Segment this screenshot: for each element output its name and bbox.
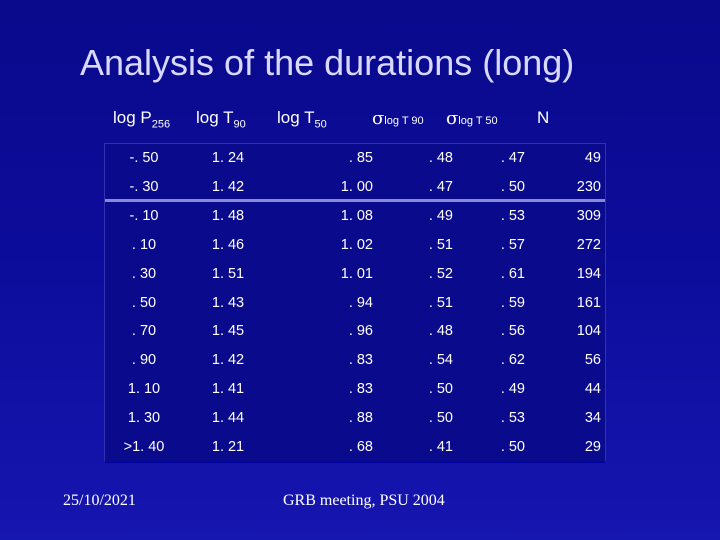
- table-cell: 44: [584, 381, 601, 398]
- table-row: -. 10 1. 48 1. 08 . 49 . 53 309: [105, 198, 605, 232]
- table-cell: 1. 42: [211, 178, 245, 195]
- header-log-t90-label: log T: [196, 108, 234, 127]
- table-cell: . 68: [348, 439, 373, 455]
- table-cell: . 51: [428, 236, 453, 253]
- sigma-symbol: σ: [372, 108, 385, 129]
- footer-date: 25/10/2021: [63, 492, 136, 509]
- table-cell: . 49: [500, 381, 525, 398]
- table-cell: . 41: [428, 439, 453, 455]
- table-cell: . 94: [348, 294, 373, 311]
- table-row: . 10 1. 46 1. 02 . 51 . 57 272: [105, 230, 605, 261]
- table-row: >1. 40 1. 21 . 68 . 41 . 50 29: [105, 433, 605, 463]
- table-cell: 1. 44: [211, 410, 245, 427]
- table-cell: 1. 02: [340, 236, 373, 253]
- table-cell: . 49: [428, 207, 453, 224]
- table-cell: 29: [584, 439, 601, 455]
- table-cell: . 50: [131, 294, 157, 311]
- table-cell: . 50: [500, 439, 525, 455]
- table-cell: 1. 01: [340, 265, 373, 282]
- table-cell: 1. 30: [127, 410, 161, 427]
- table-row: . 30 1. 51 1. 01 . 52 . 61 194: [105, 259, 605, 290]
- table-cell: 1. 51: [211, 265, 245, 282]
- table-cell: . 56: [500, 323, 525, 340]
- header-log-t50: log T50: [277, 108, 327, 130]
- table-cell: 1. 08: [340, 207, 373, 224]
- header-log-p256-sub: 256: [151, 118, 171, 131]
- table-cell: . 50: [428, 381, 453, 398]
- table-cell: 1. 48: [211, 207, 245, 224]
- table-cell: . 10: [131, 236, 157, 253]
- table-cell: 34: [584, 410, 601, 427]
- header-log-t50-sub: 50: [314, 118, 327, 131]
- table-cell: 1. 24: [211, 150, 245, 166]
- table-cell: -. 30: [129, 178, 159, 195]
- table-cell: . 48: [428, 150, 453, 166]
- header-log-p256: log P256: [113, 108, 170, 130]
- table-cell: . 90: [131, 352, 157, 369]
- table-cell: 104: [576, 323, 601, 340]
- table-cell: -. 50: [129, 150, 159, 166]
- table-cell: 194: [576, 265, 601, 282]
- table-cell: 230: [576, 178, 601, 195]
- table-cell: 1. 41: [211, 381, 245, 398]
- table-row: -. 30 1. 42 1. 00 . 47 . 50 230: [105, 172, 605, 203]
- table-cell: 1. 42: [211, 352, 245, 369]
- header-sigma-log-t50-sub: log T 50: [458, 115, 498, 127]
- table-cell: . 96: [348, 323, 373, 340]
- table-row: . 50 1. 43 . 94 . 51 . 59 161: [105, 288, 605, 319]
- table-cell: 161: [576, 294, 601, 311]
- table-cell: . 54: [428, 352, 453, 369]
- table-row: 1. 10 1. 41 . 83 . 50 . 49 44: [105, 375, 605, 406]
- table-cell: . 50: [428, 410, 453, 427]
- table-cell: . 30: [131, 265, 157, 282]
- table-cell: . 83: [348, 352, 373, 369]
- header-log-t90-sub: 90: [233, 118, 246, 131]
- footer-event: GRB meeting, PSU 2004: [283, 492, 445, 509]
- table-cell: . 50: [500, 178, 525, 195]
- table-cell: . 51: [428, 294, 453, 311]
- table-cell: . 53: [500, 207, 525, 224]
- sigma-symbol: σ: [446, 108, 459, 129]
- table-cell: . 47: [428, 178, 453, 195]
- header-log-t50-label: log T: [277, 108, 315, 127]
- table-cell: . 70: [131, 323, 157, 340]
- header-sigma-log-t90-sub: log T 90: [384, 115, 424, 127]
- table-cell: . 88: [348, 410, 373, 427]
- header-sigma-log-t90: σlog T 90: [372, 108, 424, 129]
- table-cell: . 62: [500, 352, 525, 369]
- table-cell: . 85: [348, 150, 373, 166]
- header-sigma-log-t50: σlog T 50: [446, 108, 498, 129]
- table-cell: 49: [584, 150, 601, 166]
- table-cell: >1. 40: [123, 439, 165, 455]
- table-cell: . 83: [348, 381, 373, 398]
- slide-title: Analysis of the durations (long): [80, 42, 575, 83]
- table-cell: . 61: [500, 265, 525, 282]
- table-cell: 56: [584, 352, 601, 369]
- table-cell: . 48: [428, 323, 453, 340]
- table-cell: 1. 43: [211, 294, 245, 311]
- table-cell: . 52: [428, 265, 453, 282]
- header-log-p256-label: log P: [113, 108, 152, 127]
- data-table: -. 50 1. 24 . 85 . 48 . 47 49 -. 30 1. 42 1. 00.…: [104, 143, 606, 463]
- table-row: 1. 30 1. 44 . 88 . 50 . 53 34: [105, 404, 605, 435]
- table-cell: . 53: [500, 410, 525, 427]
- table-cell: 1. 45: [211, 323, 245, 340]
- table-cell: 1. 46: [211, 236, 245, 253]
- table-cell: 1. 10: [127, 381, 161, 398]
- table-cell: . 57: [500, 236, 525, 253]
- table-cell: 272: [576, 236, 601, 253]
- header-log-t90: log T90: [196, 108, 246, 130]
- header-n: N: [537, 108, 550, 127]
- table-row: . 90 1. 42 . 83 . 54 . 62 56: [105, 346, 605, 377]
- table-cell: -. 10: [129, 207, 159, 224]
- table-row: . 70 1. 45 . 96 . 48 . 56 104: [105, 317, 605, 348]
- table-cell: 1. 21: [211, 439, 245, 455]
- table-row: -. 50 1. 24 . 85 . 48 . 47 49: [105, 144, 605, 174]
- table-cell: . 59: [500, 294, 525, 311]
- table-cell: 1. 00: [340, 178, 373, 195]
- table-cell: . 47: [500, 150, 525, 166]
- table-cell: 309: [576, 207, 601, 224]
